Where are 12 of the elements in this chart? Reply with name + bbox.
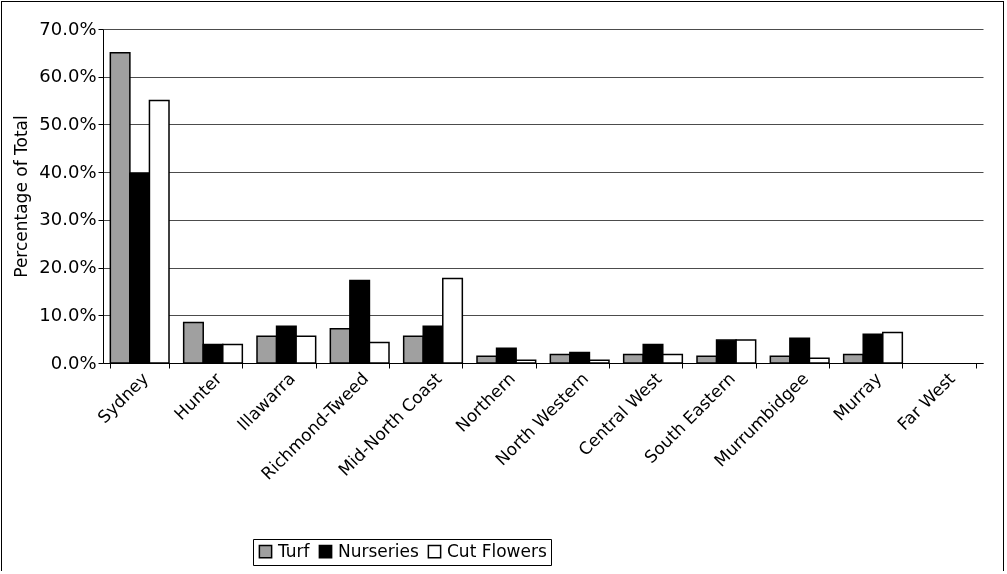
legend-label: Turf bbox=[277, 540, 311, 561]
y-tick-label: 70.0% bbox=[39, 17, 97, 39]
y-tick-label: 30.0% bbox=[39, 208, 97, 230]
y-tick-label: 50.0% bbox=[39, 112, 97, 134]
y-tick-label: 0.0% bbox=[50, 351, 97, 373]
y-axis-title: Percentage of Total bbox=[11, 115, 32, 278]
y-tick-label: 60.0% bbox=[39, 65, 97, 87]
legend-label: Cut Flowers bbox=[447, 540, 547, 561]
y-tick-label: 10.0% bbox=[39, 303, 97, 325]
y-tick-label: 20.0% bbox=[39, 256, 97, 278]
legend-label: Nurseries bbox=[338, 540, 419, 561]
y-tick-label: 40.0% bbox=[39, 160, 97, 182]
